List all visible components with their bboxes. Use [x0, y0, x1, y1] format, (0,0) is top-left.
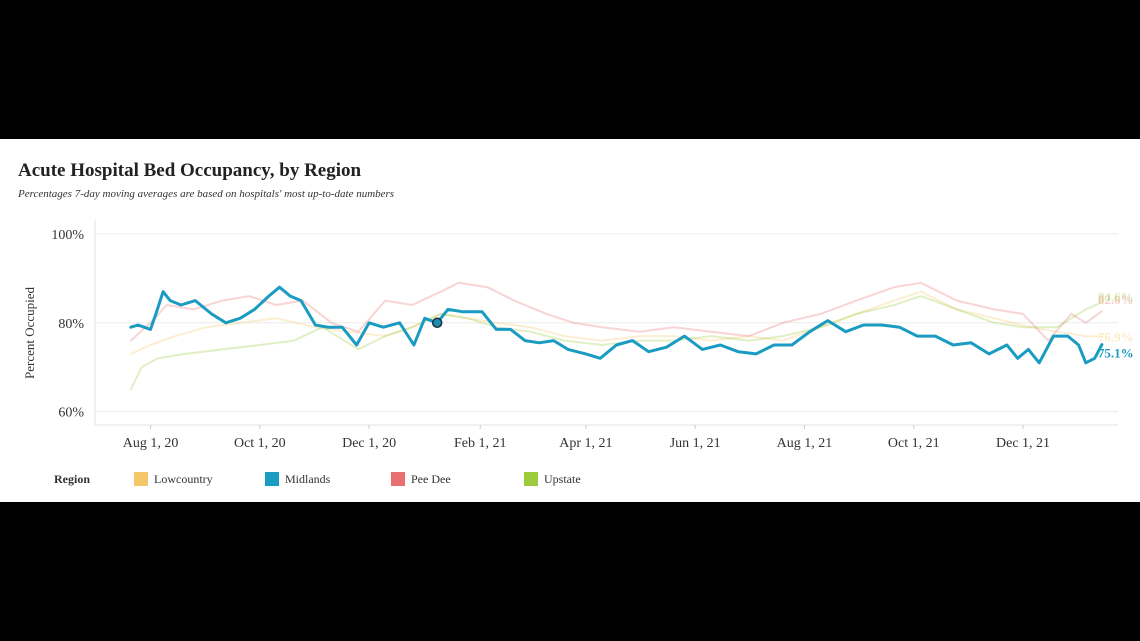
- end-label-lowcountry: 76.9%: [1098, 330, 1134, 345]
- x-tick-label: Oct 1, 21: [888, 436, 940, 451]
- legend-item-lowcountry[interactable]: Lowcountry: [134, 472, 213, 487]
- legend-item-pee-dee[interactable]: Pee Dee: [391, 472, 451, 487]
- end-label-upstate: 84.6%: [1098, 289, 1134, 304]
- legend-title: Region: [54, 472, 90, 486]
- legend-item-upstate[interactable]: Upstate: [524, 472, 581, 487]
- legend-swatch: [265, 472, 279, 486]
- x-tick-label: Jun 1, 21: [670, 436, 721, 451]
- legend-label: Upstate: [544, 472, 581, 486]
- y-tick-label: 80%: [58, 317, 84, 332]
- x-tick-label: Aug 1, 21: [777, 436, 833, 451]
- legend-label: Midlands: [285, 472, 331, 486]
- legend-item-midlands[interactable]: Midlands: [265, 472, 330, 487]
- end-label-midlands: 75.1%: [1098, 346, 1134, 361]
- chart-subtitle: Percentages 7-day moving averages are ba…: [18, 188, 395, 200]
- x-tick-label: Feb 1, 21: [454, 436, 507, 451]
- x-tick-label: Dec 1, 21: [996, 436, 1050, 451]
- legend-swatch: [391, 472, 405, 486]
- series-line-pee-dee: [129, 281, 1103, 342]
- x-tick-label: Oct 1, 20: [234, 436, 286, 451]
- y-tick-label: 60%: [58, 406, 84, 421]
- chart-title: Acute Hospital Bed Occupancy, by Region: [18, 160, 362, 181]
- hover-marker: [431, 317, 443, 329]
- line-chart: 60% 80% 100% Percent Occupied Aug 1, 20 Oct 1…: [22, 220, 1134, 451]
- legend-label: Pee Dee: [411, 472, 451, 486]
- series-line-upstate: [129, 295, 1103, 391]
- legend-swatch: [524, 472, 538, 486]
- legend-swatch: [134, 472, 148, 486]
- y-tick-label: 100%: [51, 228, 84, 243]
- series-line-midlands: [129, 285, 1104, 365]
- series-line-lowcountry: [129, 290, 1103, 355]
- legend-label: Lowcountry: [154, 472, 213, 486]
- x-tick-label: Aug 1, 20: [123, 436, 179, 451]
- x-tick-label: Dec 1, 20: [342, 436, 396, 451]
- end-label-pee-dee: 82.6%: [1098, 292, 1134, 307]
- y-axis-title: Percent Occupied: [22, 286, 37, 379]
- x-tick-label: Apr 1, 21: [559, 436, 612, 451]
- chart-panel: Acute Hospital Bed Occupancy, by Region …: [0, 139, 1140, 502]
